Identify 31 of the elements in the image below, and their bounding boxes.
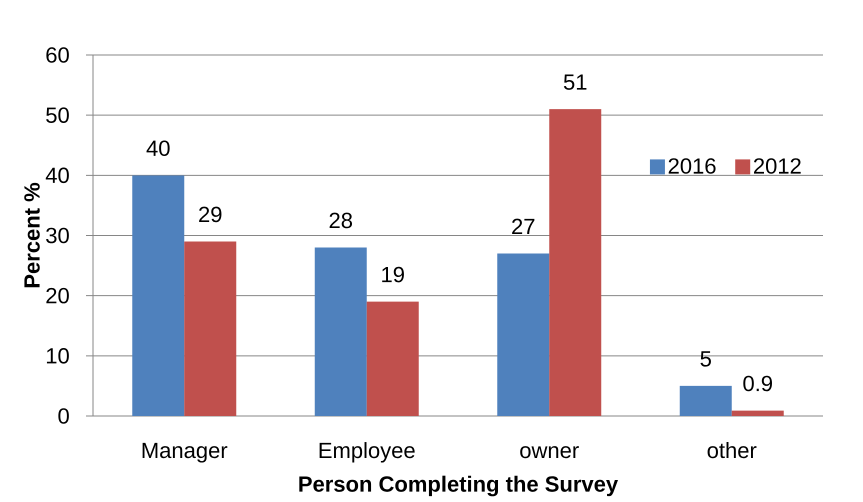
bar (314, 248, 367, 416)
data-label: 19 (382, 266, 404, 282)
bar (132, 175, 184, 416)
legend-label: 2012 (754, 158, 801, 174)
data-label: 40 (146, 140, 170, 156)
x-tick-label: other (708, 442, 756, 458)
legend-label: 2016 (668, 158, 716, 174)
y-tick-label: 10 (46, 348, 69, 364)
data-label: 51 (564, 74, 586, 90)
x-tick-label: owner (520, 446, 579, 458)
bar (184, 242, 236, 416)
bar (366, 302, 419, 416)
bar (497, 254, 550, 416)
y-tick-label: 30 (46, 228, 69, 244)
y-axis-title: Percent % (24, 182, 40, 288)
x-tick-label: Manager (142, 442, 228, 463)
y-tick-label: 0 (58, 408, 69, 424)
data-label: 0.9 (743, 376, 772, 392)
y-tick-label: 20 (46, 288, 69, 304)
y-tick-label: 50 (46, 107, 69, 123)
x-tick-label: Employee (320, 442, 415, 463)
bar (549, 109, 602, 416)
bar (680, 386, 732, 416)
data-label: 27 (512, 218, 534, 234)
data-label: 29 (199, 206, 222, 222)
y-tick-label: 40 (46, 168, 69, 184)
bar (732, 410, 784, 416)
y-tick-label: 60 (46, 47, 69, 63)
data-label: 28 (330, 212, 352, 228)
data-label: 5 (700, 351, 711, 367)
x-axis-title: Person Completing the Survey (299, 476, 618, 496)
